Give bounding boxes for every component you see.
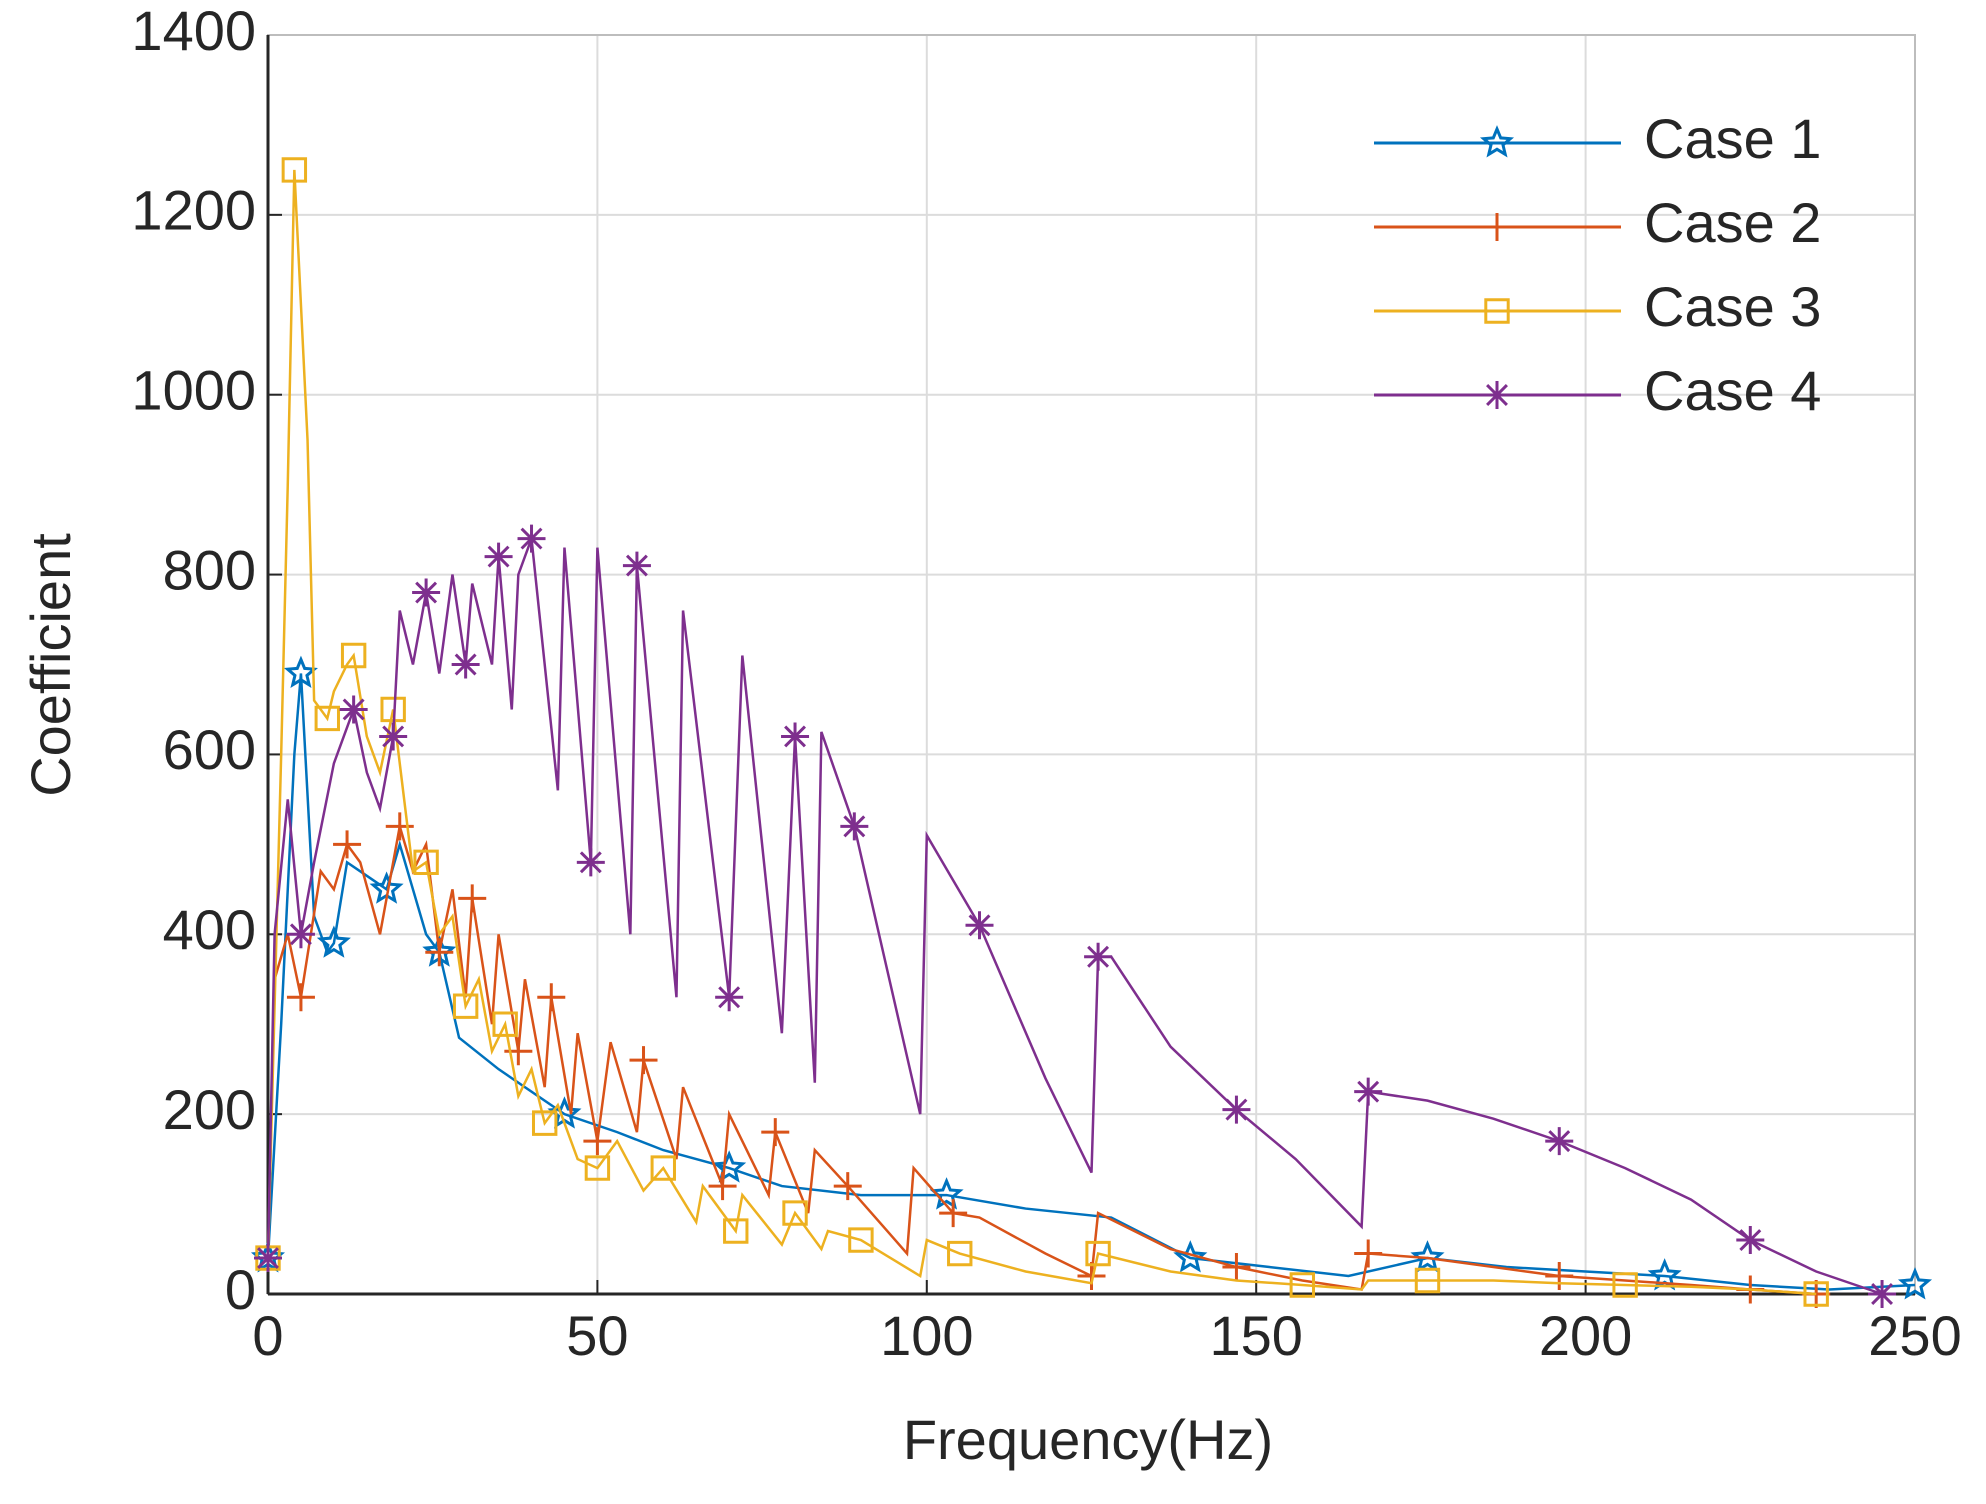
marker [425,938,454,967]
y-tick-label: 1000 [131,359,256,422]
marker [1085,1240,1111,1267]
marker [1222,1253,1251,1282]
marker [1612,1272,1638,1298]
marker [712,1150,747,1183]
marker [840,812,869,841]
x-tick-label: 100 [880,1304,973,1367]
marker [1483,381,1511,409]
marker [458,884,487,913]
marker [517,524,546,553]
marker [584,1155,611,1181]
marker [286,920,315,949]
y-tick-label: 600 [163,718,256,781]
x-tick-label: 150 [1209,1304,1302,1367]
marker [255,1245,281,1271]
marker [781,722,810,751]
legend-label: Case 3 [1644,275,1821,338]
legend-label: Case 1 [1644,107,1821,170]
marker [286,983,315,1012]
series-line [266,826,1817,1296]
marker [1173,1240,1208,1273]
marker [1483,213,1511,241]
marker [1289,1272,1316,1298]
marker [1222,1095,1251,1124]
x-tick-label: 0 [252,1304,283,1367]
y-tick-label: 800 [163,538,256,601]
y-tick-label: 1200 [131,179,256,242]
marker [316,925,351,958]
marker [333,830,362,859]
marker [1410,1240,1445,1273]
marker [492,1011,518,1037]
x-tick-label: 50 [566,1304,628,1367]
y-axis-label: Coefficient [19,533,82,797]
marker [650,1155,676,1181]
marker [537,983,566,1012]
marker [314,705,340,732]
y-tick-label: 0 [225,1258,256,1321]
marker [1868,1280,1897,1308]
marker [1354,1239,1383,1268]
y-tick-label: 200 [163,1078,256,1141]
x-tick-label: 200 [1539,1304,1632,1367]
marker [965,911,994,940]
legend-label: Case 2 [1644,191,1821,254]
y-tick-label: 400 [163,898,256,961]
marker [576,848,605,877]
marker [451,650,480,679]
marker [1084,942,1113,971]
marker [1897,1267,1933,1300]
marker [380,696,406,723]
series-line [266,169,1817,1296]
marker [1545,1262,1574,1291]
marker [283,655,318,688]
marker [412,578,441,607]
x-axis-label: Frequency(Hz) [903,1408,1273,1471]
marker [833,1172,862,1201]
marker [1736,1226,1765,1255]
marker [385,812,414,841]
marker [1354,1077,1383,1106]
marker [715,983,744,1012]
marker [281,157,308,183]
marker [339,695,368,724]
marker [708,1172,737,1201]
marker [761,1118,790,1147]
legend-label: Case 4 [1644,359,1821,422]
marker [622,551,651,580]
marker [1077,1262,1106,1291]
marker [1414,1267,1441,1294]
series-line [266,673,1916,1291]
marker [939,1199,968,1228]
marker [848,1227,874,1253]
marker [782,1200,808,1226]
marker [629,1046,658,1075]
marker [583,1127,612,1156]
marker [1479,125,1515,158]
marker [484,542,513,571]
y-tick-label: 1400 [131,0,256,62]
marker [1484,298,1510,324]
marker [452,993,479,1019]
marker [531,1110,558,1136]
series-line [266,538,1883,1296]
marker [340,642,367,669]
marker [379,722,408,751]
marker [947,1240,973,1267]
marker [1545,1127,1574,1156]
x-tick-label: 250 [1868,1304,1961,1367]
marker [723,1218,749,1244]
marker [1803,1281,1829,1307]
marker [413,849,439,876]
marker [929,1177,964,1210]
marker [254,1244,282,1273]
